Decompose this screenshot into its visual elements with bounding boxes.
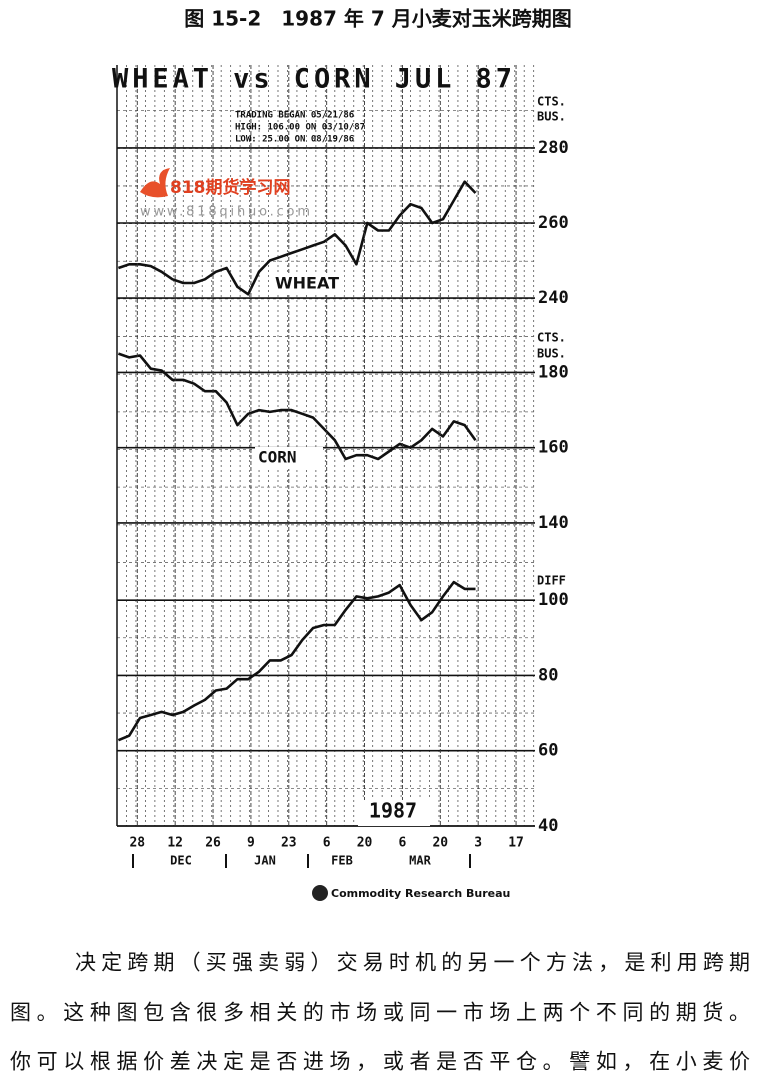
watermark-name: 818期货学习网: [170, 177, 291, 198]
paragraph-line: 你可以根据价差决定是否进场，或者是否平仓。譬如，在小麦价: [10, 1050, 750, 1074]
series-line: [117, 180, 477, 296]
x-tick-label: 17: [508, 836, 524, 851]
y-tick-label: 180: [538, 362, 569, 382]
y-tick-label: 40: [538, 816, 558, 836]
x-tick-label: 9: [247, 836, 255, 851]
x-tick-label: 28: [129, 836, 145, 851]
y-axis-unit: BUS.: [537, 110, 566, 124]
source: Commodity Research Bureau: [331, 887, 510, 900]
y-axis-unit: DIFF: [537, 574, 566, 588]
annotation: LOW: 25.00 ON 08/19/86: [235, 135, 354, 145]
x-tick-label: 3: [474, 836, 482, 851]
series-label: CORN: [258, 448, 297, 467]
y-tick-label: 260: [538, 213, 569, 233]
x-tick-label: 20: [432, 836, 448, 851]
month-label: MAR: [409, 854, 431, 868]
figure-caption: 图 15-2 1987 年 7 月小麦对玉米跨期图: [184, 7, 571, 31]
series-label: WHEAT: [275, 274, 339, 293]
year-label: 1987: [369, 799, 417, 823]
chart-title: WHEAT vs CORN JUL 87: [112, 64, 512, 95]
annotation: TRADING BEGAN 05/21/86: [235, 111, 354, 121]
y-axis-unit: BUS.: [537, 347, 566, 361]
x-tick-label: 23: [281, 836, 297, 851]
y-tick-label: 140: [538, 513, 569, 533]
month-label: FEB: [331, 854, 353, 868]
y-tick-label: 60: [538, 741, 558, 761]
y-axis-unit: CTS.: [537, 331, 566, 345]
y-tick-label: 280: [538, 138, 569, 158]
y-tick-label: 160: [538, 438, 569, 458]
label-bg: [358, 800, 430, 826]
y-tick-label: 80: [538, 665, 558, 685]
label-bg: [255, 447, 323, 469]
y-axis-unit: CTS.: [537, 95, 566, 109]
plot-area: [116, 65, 535, 827]
x-tick-label: 6: [399, 836, 407, 851]
x-tick-label: 12: [167, 836, 183, 851]
paragraph-line: 图。这种图包含很多相关的市场或同一市场上两个不同的期货。: [10, 1001, 750, 1025]
month-separators: [132, 854, 471, 868]
y-tick-label: 100: [538, 590, 569, 610]
month-label: JAN: [254, 854, 276, 868]
x-tick-label: 20: [357, 836, 373, 851]
watermark-icon: [140, 168, 170, 198]
x-tick-label: 26: [205, 836, 221, 851]
y-tick-label: 240: [538, 288, 569, 308]
annotation: HIGH: 106.00 ON 03/10/87: [235, 123, 365, 133]
paragraph-line: 决定跨期（买强卖弱）交易时机的另一个方法，是利用跨期: [75, 951, 750, 975]
label-bg: [272, 273, 344, 295]
x-tick-label: 6: [323, 836, 331, 851]
watermark-url: www.818qihuo.com: [140, 205, 310, 220]
month-label: DEC: [170, 854, 192, 868]
series-line: [117, 352, 477, 461]
crb-logo: [312, 885, 328, 901]
series-line: [117, 580, 476, 742]
